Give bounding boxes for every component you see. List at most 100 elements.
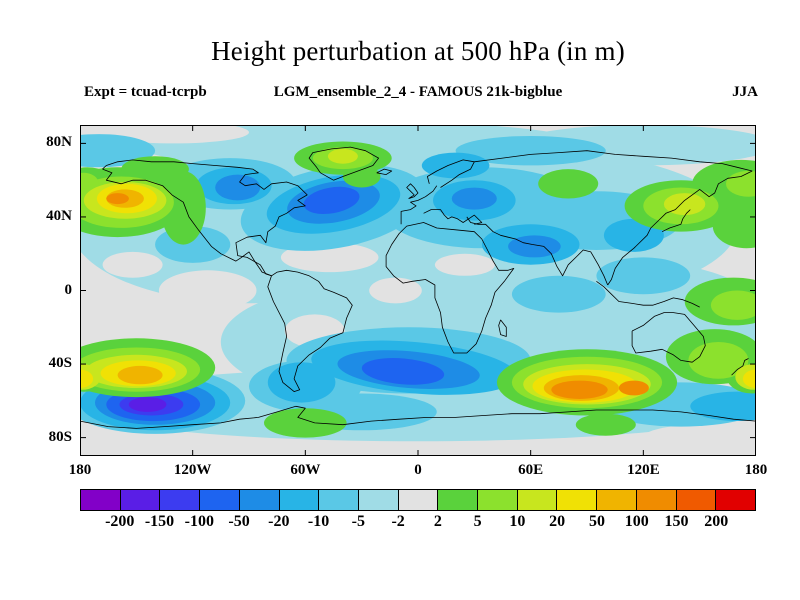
colorbar-level-label: 200 xyxy=(704,513,729,530)
colorbar-cell xyxy=(398,490,439,510)
lon-tick-label: 120W xyxy=(173,462,212,478)
colorbar-level-label: 5 xyxy=(473,513,482,530)
contour-region xyxy=(551,380,608,399)
coastline xyxy=(400,185,438,225)
contour-region xyxy=(327,148,358,164)
colorbar-level-label: -100 xyxy=(184,513,214,530)
contour-region xyxy=(643,424,756,451)
contour-region xyxy=(596,257,691,295)
colorbar-cell xyxy=(160,490,201,510)
colorbar-level-label: -200 xyxy=(105,513,135,530)
colorbar-cell xyxy=(81,490,121,510)
colorbar-level-label: 2 xyxy=(433,513,442,530)
colorbar-level-label: -50 xyxy=(228,513,250,530)
coastline xyxy=(79,405,757,429)
lat-tick-label: 80S xyxy=(48,428,72,445)
colorbar-cell xyxy=(319,490,359,510)
contour-region xyxy=(511,275,606,313)
colorbar-cell xyxy=(120,490,161,510)
colorbar-cell xyxy=(239,490,280,510)
lon-tick-label: 180 xyxy=(744,462,768,478)
contour-region xyxy=(121,156,189,182)
contour-region xyxy=(264,408,347,438)
contour-region xyxy=(98,121,249,144)
contour-region xyxy=(618,380,649,396)
contour-region xyxy=(117,365,163,385)
colorbar-level-label: 10 xyxy=(509,513,526,530)
contour-region xyxy=(688,342,749,379)
map-area xyxy=(42,121,790,456)
colorbar-cell xyxy=(716,490,755,510)
colorbar-cell xyxy=(358,490,399,510)
coastline xyxy=(466,216,609,286)
colorbar-level-label: 150 xyxy=(664,513,689,530)
season-label: JJA xyxy=(732,84,758,100)
contour-region xyxy=(303,186,360,215)
lon-tick-label: 180 xyxy=(68,462,92,478)
coastline xyxy=(607,170,753,286)
lon-tick-label: 60W xyxy=(290,462,321,478)
colorbar-cell xyxy=(200,490,240,510)
colorbar-cell xyxy=(438,490,479,510)
colorbar-cell xyxy=(597,490,637,510)
colorbar-level-label: -2 xyxy=(391,513,405,530)
coastline xyxy=(596,280,700,308)
coastline xyxy=(102,159,308,277)
contour-region xyxy=(342,165,381,188)
contour-region xyxy=(102,251,163,278)
coastline xyxy=(406,183,419,199)
lat-tick-label: 80N xyxy=(46,134,72,151)
coastline xyxy=(498,319,507,337)
coastline xyxy=(423,209,483,225)
coastline xyxy=(426,159,475,188)
lon-tick-label: 120E xyxy=(627,462,660,478)
lat-tick-label: 40S xyxy=(48,355,72,372)
lat-tick-label: 0 xyxy=(64,281,73,298)
contour-region xyxy=(421,152,490,179)
colorbar-level-label: 50 xyxy=(588,513,605,530)
colorbar-cell xyxy=(478,490,518,510)
contour-region xyxy=(128,397,167,412)
contour-region xyxy=(361,358,445,385)
colorbar xyxy=(80,489,756,511)
coastline xyxy=(661,209,691,233)
contour-region xyxy=(508,235,561,258)
lon-tick-label: 60E xyxy=(518,462,544,478)
lon-tick-label: 0 xyxy=(414,462,422,478)
contour-region xyxy=(451,187,497,210)
contour-region xyxy=(106,193,129,205)
coastline xyxy=(308,146,380,181)
contour-region xyxy=(575,413,636,436)
colorbar-cell xyxy=(557,490,598,510)
contour-region xyxy=(455,136,606,166)
contour-region xyxy=(215,174,261,201)
coastline xyxy=(474,150,753,172)
coastline xyxy=(376,168,393,175)
contour-region xyxy=(538,169,599,199)
coastline xyxy=(731,358,749,376)
colorbar-level-label: -10 xyxy=(307,513,330,530)
colorbar-cell xyxy=(636,490,677,510)
contour-region xyxy=(267,362,336,403)
coastline xyxy=(631,312,706,363)
colorbar-level-label: -5 xyxy=(351,513,365,530)
colorbar-level-label: 100 xyxy=(624,513,649,530)
contour-region xyxy=(710,290,764,320)
contour-region xyxy=(158,270,257,311)
coastline xyxy=(267,269,353,393)
lat-tick-label: 40N xyxy=(46,207,72,224)
colorbar-cell xyxy=(517,490,558,510)
colorbar-cell xyxy=(279,490,320,510)
experiment-label: Expt = tcuad-tcrpb xyxy=(84,84,207,100)
contour-region xyxy=(434,253,495,276)
colorbar-level-label: 20 xyxy=(549,513,566,530)
plot-title: Height perturbation at 500 hPa (in m) xyxy=(211,36,625,66)
map-frame xyxy=(80,125,756,456)
contour-region xyxy=(160,171,206,245)
run-label: LGM_ensemble_2_4 - FAMOUS 21k-bigblue xyxy=(273,84,563,100)
colorbar-cell xyxy=(676,490,717,510)
colorbar-level-label: -20 xyxy=(268,513,290,530)
coastline xyxy=(102,168,272,277)
colorbar-level-label: -150 xyxy=(144,513,175,530)
coastline xyxy=(385,222,515,354)
